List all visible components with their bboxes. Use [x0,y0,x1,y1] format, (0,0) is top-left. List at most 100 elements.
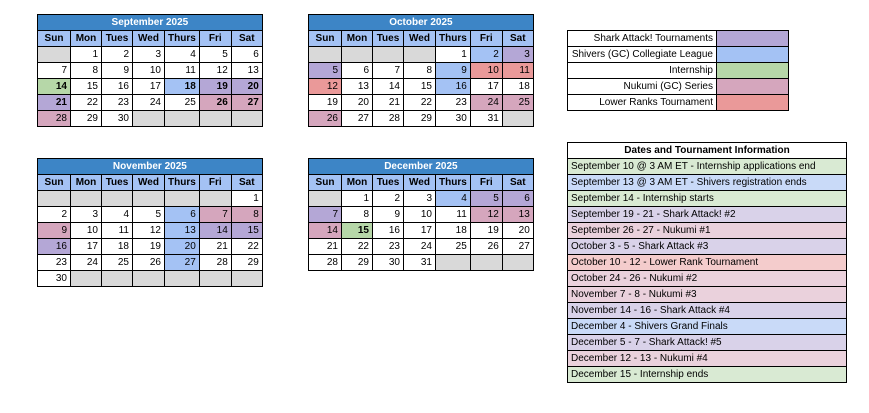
info-row-text: November 7 - 8 - Nukumi #3 [567,286,847,303]
empty-day-cell [132,270,165,287]
calendar-october-2025: October 2025 Sun Mon Tues Wed Thurs Fri Sat 1 2 3 5… [308,14,534,127]
day-cell: 11 [435,206,471,223]
day-cell: 30 [37,270,71,287]
day-cell: 17 [469,78,503,95]
empty-day-cell [501,254,534,271]
calendar-september-2025: September 2025 Sun Mon Tues Wed Thurs Fri Sat 1 2… [37,14,263,127]
day-cell: 14 [308,222,342,239]
day-cell: 20 [341,94,373,111]
day-cell: 7 [198,206,232,223]
day-cell: 21 [308,238,342,255]
day-cell: 19 [198,78,232,95]
day-cell: 3 [501,46,534,63]
day-cell: 18 [101,238,133,255]
empty-day-cell [132,110,165,127]
day-cell: 13 [164,222,200,239]
day-cell: 23 [372,238,404,255]
week-row: 28 29 30 31 [308,254,534,271]
day-cell: 6 [230,46,263,63]
info-row: October 3 - 5 - Shark Attack #3 [567,238,847,255]
week-row: 21 22 23 24 25 26 27 [37,94,263,111]
week-row: 12 13 14 15 16 17 18 [308,78,534,95]
info-row: December 5 - 7 - Shark Attack! #5 [567,334,847,351]
day-cell: 14 [198,222,232,239]
legend-label: Internship [567,62,717,79]
info-row: September 13 @ 3 AM ET - Shivers registr… [567,174,847,191]
weekday-header: Tues [101,174,133,191]
empty-day-cell [132,190,165,207]
day-cell: 16 [435,78,471,95]
weekday-header: Wed [403,174,436,191]
empty-day-cell [308,190,342,207]
weekday-header: Sun [37,30,71,47]
info-row-text: December 4 - Shivers Grand Finals [567,318,847,335]
week-row: 9 10 11 12 13 14 15 [37,222,263,239]
calendar-november-2025: November 2025 Sun Mon Tues Wed Thurs Fri Sat 1 2 3… [37,158,263,287]
info-table-title: Dates and Tournament Information [567,142,847,159]
day-cell: 23 [37,254,71,271]
day-cell: 18 [164,78,200,95]
day-cell: 4 [435,190,471,207]
info-row-text: November 14 - 16 - Shark Attack #4 [567,302,847,319]
empty-day-cell [230,110,263,127]
day-cell: 9 [372,206,404,223]
empty-day-cell [37,190,71,207]
legend-label: Nukumi (GC) Series [567,78,717,95]
calendar-title: October 2025 [308,14,534,31]
empty-day-cell [198,110,232,127]
day-cell: 2 [469,46,503,63]
legend-row-lower-ranks: Lower Ranks Tournament [567,94,789,111]
legend-row-internship: Internship [567,62,789,79]
info-row: December 15 - Internship ends [567,366,847,383]
dates-info-table: Dates and Tournament Information Septemb… [567,142,847,383]
weekday-header: Thurs [164,174,200,191]
weekday-header: Wed [403,30,436,47]
day-cell: 21 [372,94,404,111]
day-cell: 17 [70,238,102,255]
day-cell: 22 [403,94,436,111]
calendar-title: November 2025 [37,158,263,175]
day-cell: 7 [37,62,71,79]
info-row-text: September 14 - Internship starts [567,190,847,207]
empty-day-cell [70,190,102,207]
legend-swatch-internship [716,62,789,79]
day-cell: 5 [469,190,503,207]
empty-day-cell [164,110,200,127]
day-cell: 30 [435,110,471,127]
week-row: 16 17 18 19 20 21 22 [37,238,263,255]
day-cell: 25 [435,238,471,255]
day-cell: 7 [372,62,404,79]
empty-day-cell [101,270,133,287]
day-cell: 13 [501,206,534,223]
empty-day-cell [198,270,232,287]
legend-row-shivers: Shivers (GC) Collegiate League [567,46,789,63]
day-cell: 7 [308,206,342,223]
day-cell: 12 [469,206,503,223]
info-row: November 7 - 8 - Nukumi #3 [567,286,847,303]
day-cell: 30 [101,110,133,127]
day-cell: 4 [101,206,133,223]
day-cell: 10 [469,62,503,79]
day-cell: 16 [101,78,133,95]
day-cell: 25 [101,254,133,271]
day-cell: 29 [403,110,436,127]
day-cell: 20 [164,238,200,255]
day-cell: 10 [70,222,102,239]
weekday-header: Mon [70,174,102,191]
weekday-header: Fri [198,174,232,191]
empty-day-cell [341,46,373,63]
weekday-header: Tues [372,30,404,47]
empty-day-cell [308,46,342,63]
info-row: September 14 - Internship starts [567,190,847,207]
empty-day-cell [435,254,471,271]
day-cell: 29 [70,110,102,127]
info-row-text: September 13 @ 3 AM ET - Shivers registr… [567,174,847,191]
week-row: 5 6 7 8 9 10 11 [308,62,534,79]
day-cell: 8 [341,206,373,223]
weekday-header: Mon [70,30,102,47]
day-cell: 19 [132,238,165,255]
weekday-header: Mon [341,30,373,47]
day-cell: 27 [164,254,200,271]
